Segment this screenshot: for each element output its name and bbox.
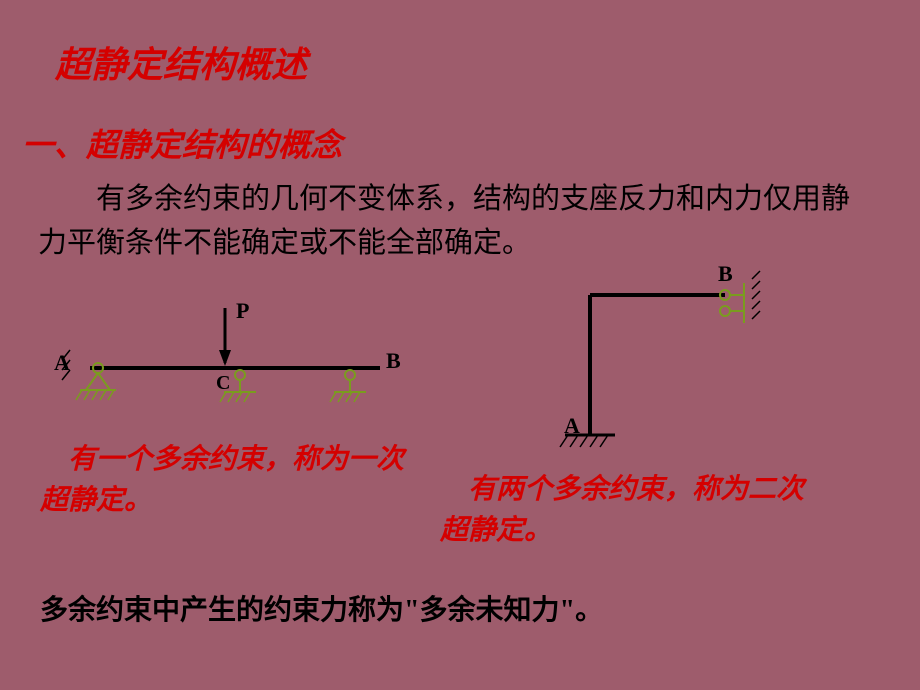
page-title: 超静定结构概述 <box>55 36 307 88</box>
label-C: C <box>216 372 230 395</box>
diagram1-caption: 有一个多余约束，称为一次超静定。 <box>40 440 410 521</box>
diagram2-caption: 有两个多余约束，称为二次超静定。 <box>440 470 810 551</box>
label-A: A <box>54 350 70 376</box>
bottom-text: 多余约束中产生的约束力称为"多余未知力"。 <box>40 590 870 632</box>
section-heading: 一、超静定结构的概念 <box>22 120 342 166</box>
label-A2: A <box>564 413 580 439</box>
label-P: P <box>236 298 249 324</box>
label-B2: B <box>718 261 733 287</box>
diagram-beam-svg <box>50 288 410 438</box>
diagram-frame: B A <box>530 265 790 460</box>
body-paragraph: 有多余约束的几何不变体系，结构的支座反力和内力仅用静力平衡条件不能确定或不能全部… <box>38 178 868 265</box>
label-B: B <box>386 348 401 374</box>
diagram-beam: P A C B <box>50 288 410 438</box>
